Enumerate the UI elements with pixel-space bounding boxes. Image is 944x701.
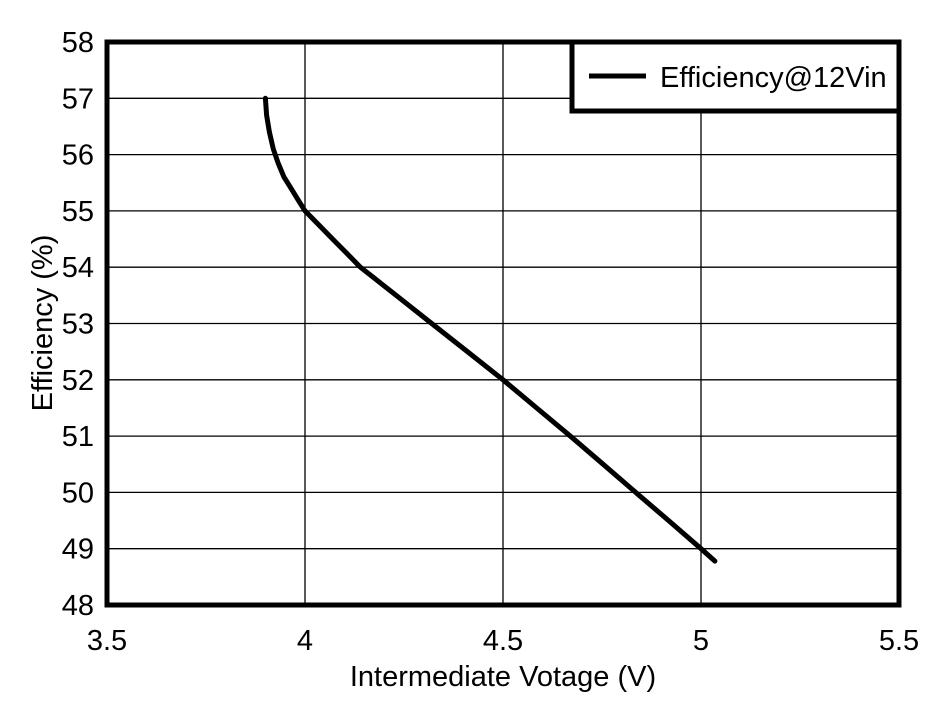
x-tick-label: 3.5 bbox=[87, 625, 127, 657]
y-tick-label: 50 bbox=[62, 477, 94, 509]
y-tick-label: 51 bbox=[62, 421, 94, 453]
y-tick-label: 58 bbox=[62, 27, 94, 59]
x-axis-title: Intermediate Votage (V) bbox=[350, 661, 656, 693]
y-tick-label: 54 bbox=[62, 252, 94, 284]
gridlines bbox=[107, 42, 899, 605]
x-tick-label: 4 bbox=[297, 625, 313, 657]
efficiency-curve bbox=[262, 95, 718, 564]
y-tick-label: 49 bbox=[62, 534, 94, 566]
plot-border bbox=[104, 39, 902, 608]
y-tick-label: 57 bbox=[62, 83, 94, 115]
y-axis-title: Efficiency (%) bbox=[27, 235, 59, 412]
y-tick-label: 56 bbox=[62, 140, 94, 172]
legend-label: Efficiency@12Vin bbox=[660, 62, 887, 94]
y-tick-label: 52 bbox=[62, 365, 94, 397]
y-tick-label: 53 bbox=[62, 309, 94, 341]
y-tick-label: 48 bbox=[62, 590, 94, 622]
x-axis-tick-labels: 3.5 4 4.5 5 5.5 bbox=[87, 625, 919, 657]
x-tick-label: 5 bbox=[693, 625, 709, 657]
x-tick-label: 5.5 bbox=[879, 625, 919, 657]
legend: Efficiency@12Vin bbox=[569, 39, 902, 114]
x-tick-label: 4.5 bbox=[483, 625, 523, 657]
y-axis-tick-labels: 48 49 50 51 52 53 54 55 56 57 58 bbox=[62, 27, 94, 622]
y-tick-label: 55 bbox=[62, 196, 94, 228]
